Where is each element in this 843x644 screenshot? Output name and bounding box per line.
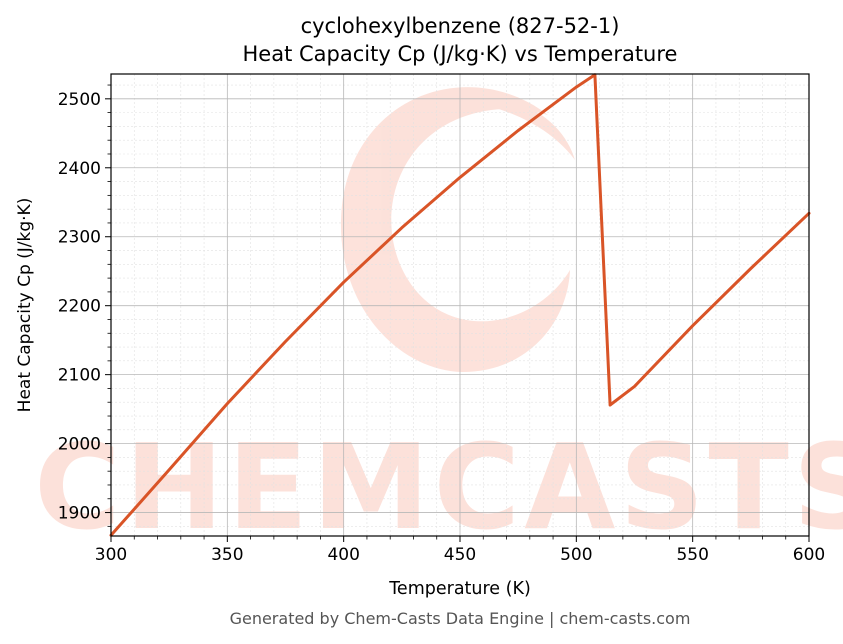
y-tick-label: 2300 [58, 228, 101, 248]
x-tick-label: 500 [560, 545, 592, 565]
cp-series-line [109, 73, 811, 537]
watermark-text: CHEMCASTS [34, 418, 843, 556]
y-tick-label: 2200 [58, 297, 101, 317]
axis-ticks: 300 350 400 450 500 550 600 1900 2000 2100 2200 230… [58, 84, 825, 565]
x-tick-label: 300 [95, 545, 127, 565]
chart-subtitle: Heat Capacity Cp (J/kg·K) vs Temperature [243, 42, 678, 66]
footer-credit: Generated by Chem-Casts Data Engine | ch… [230, 609, 691, 628]
y-tick-label: 2500 [58, 90, 101, 110]
chemcasts-watermark-logo: CHEMCASTS [34, 87, 843, 556]
x-tick-label: 350 [211, 545, 243, 565]
y-axis-label: Heat Capacity Cp (J/kg·K) [15, 198, 35, 413]
plot-area [109, 73, 811, 537]
y-tick-label: 2400 [58, 159, 101, 179]
x-tick-label: 450 [444, 545, 476, 565]
grid-lines [110, 74, 810, 536]
y-tick-label: 2100 [58, 366, 101, 386]
chart-title: cyclohexylbenzene (827-52-1) [301, 14, 620, 38]
y-tick-label: 2000 [58, 435, 101, 455]
x-axis-label: Temperature (K) [388, 579, 531, 599]
x-tick-label: 550 [676, 545, 708, 565]
x-tick-label: 400 [327, 545, 359, 565]
x-tick-label: 600 [793, 545, 825, 565]
y-tick-label: 1900 [58, 504, 101, 524]
